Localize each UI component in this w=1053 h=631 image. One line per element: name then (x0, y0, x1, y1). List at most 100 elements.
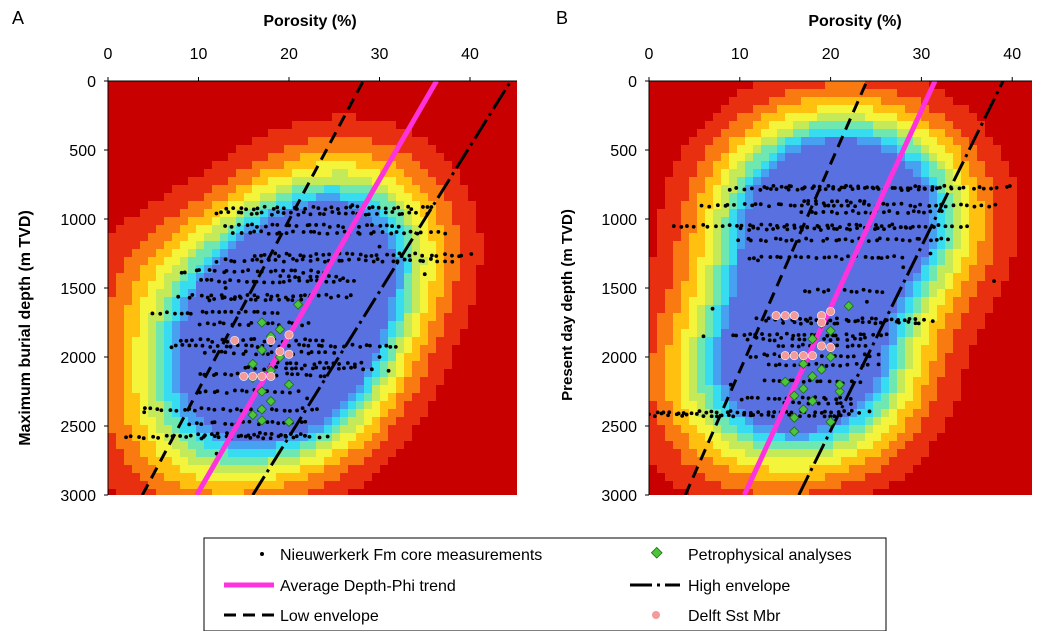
heatmap-cell (308, 321, 316, 329)
core-measurement-point (383, 210, 388, 215)
core-measurement-point (408, 229, 413, 234)
heatmap-cell (108, 401, 116, 409)
heatmap-cell (220, 361, 228, 369)
heatmap-cell (172, 209, 180, 217)
heatmap-cell (132, 393, 140, 401)
heatmap-cell (156, 209, 164, 217)
core-measurement-point (303, 293, 307, 298)
heatmap-cell (412, 409, 420, 417)
heatmap-cell (825, 241, 833, 249)
heatmap-cell (681, 225, 689, 233)
heatmap-cell (729, 313, 737, 321)
heatmap-cell (729, 121, 737, 129)
heatmap-cell (172, 273, 180, 281)
heatmap-cell (745, 105, 753, 113)
heatmap-cell (769, 145, 777, 153)
heatmap-cell (452, 305, 460, 313)
heatmap-cell (865, 321, 873, 329)
core-measurement-point (221, 321, 226, 326)
heatmap-cell (769, 177, 777, 185)
core-measurement-point (323, 259, 327, 264)
heatmap-cell (873, 89, 881, 97)
heatmap-cell (809, 129, 817, 137)
core-measurement-point (927, 204, 932, 208)
heatmap-cell (945, 105, 953, 113)
heatmap-cell (737, 321, 745, 329)
heatmap-cell (292, 249, 300, 257)
heatmap-cell (380, 249, 388, 257)
heatmap-cell (116, 441, 124, 449)
heatmap-cell (348, 409, 356, 417)
heatmap-cell (801, 449, 809, 457)
heatmap-cell (689, 273, 697, 281)
heatmap-cell (697, 313, 705, 321)
heatmap-cell (849, 393, 857, 401)
core-measurement-point (262, 367, 267, 372)
heatmap-cell (873, 417, 881, 425)
heatmap-cell (721, 257, 729, 265)
heatmap-cell (116, 305, 124, 313)
heatmap-cell (252, 329, 260, 337)
core-measurement-point (375, 257, 380, 261)
heatmap-cell (228, 225, 236, 233)
heatmap-cell (420, 401, 428, 409)
heatmap-cell (937, 313, 945, 321)
heatmap-cell (380, 425, 388, 433)
heatmap-cell (316, 241, 324, 249)
heatmap-cell (412, 233, 420, 241)
heatmap-cell (108, 289, 116, 297)
core-measurement-point (775, 225, 780, 230)
heatmap-cell (308, 233, 316, 241)
heatmap-cell (937, 385, 945, 393)
heatmap-cell (889, 329, 897, 337)
heatmap-cell (308, 241, 316, 249)
heatmap-cell (657, 233, 665, 241)
heatmap-cell (897, 385, 905, 393)
core-measurement-point (128, 434, 133, 439)
heatmap-cell (220, 161, 228, 169)
heatmap-cell (961, 105, 969, 113)
core-measurement-point (697, 409, 702, 414)
heatmap-cell (172, 481, 180, 489)
heatmap-cell (212, 393, 220, 401)
core-measurement-point (946, 237, 950, 242)
heatmap-cell (268, 217, 276, 225)
heatmap-cell (873, 233, 881, 241)
heatmap-cell (705, 137, 713, 145)
heatmap-cell (809, 105, 817, 113)
heatmap-cell (164, 297, 172, 305)
heatmap-cell (657, 281, 665, 289)
core-measurement-point (785, 227, 790, 232)
heatmap-cell (697, 193, 705, 201)
heatmap-cell (468, 217, 476, 225)
heatmap-cell (849, 249, 857, 257)
heatmap-cell (913, 401, 921, 409)
heatmap-cell (769, 89, 777, 97)
heatmap-cell (761, 361, 769, 369)
heatmap-cell (929, 241, 937, 249)
heatmap-cell (124, 257, 132, 265)
heatmap-cell (705, 361, 713, 369)
heatmap-cell (308, 177, 316, 185)
core-measurement-point (329, 205, 334, 210)
heatmap-cell (761, 145, 769, 153)
heatmap-cell (236, 457, 244, 465)
heatmap-cell (300, 489, 308, 495)
heatmap-cell (665, 225, 673, 233)
heatmap-cell (156, 433, 164, 441)
heatmap-cell (929, 145, 937, 153)
core-measurement-point (815, 379, 820, 384)
core-measurement-point (368, 343, 372, 348)
heatmap-cell (817, 441, 825, 449)
heatmap-cell (697, 241, 705, 249)
heatmap-cell (260, 209, 268, 217)
core-measurement-point (236, 278, 241, 283)
heatmap-cell (905, 289, 913, 297)
heatmap-cell (284, 449, 292, 457)
heatmap-cell (316, 449, 324, 457)
heatmap-cell (817, 433, 825, 441)
heatmap-cell (929, 113, 937, 121)
heatmap-cell (324, 385, 332, 393)
heatmap-cell (785, 385, 793, 393)
